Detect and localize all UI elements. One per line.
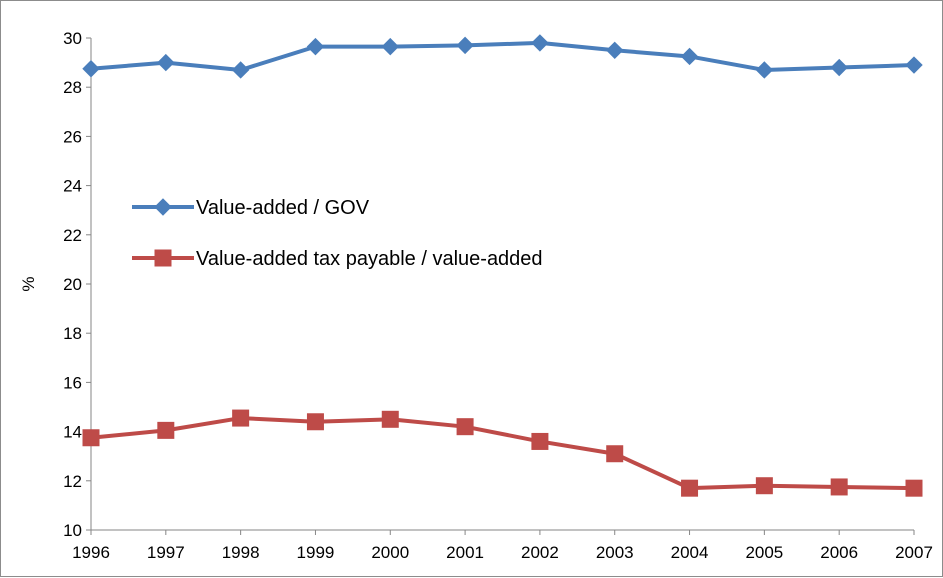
x-tick-label: 1997	[147, 543, 185, 562]
square-marker	[905, 479, 923, 497]
diamond-marker	[231, 61, 250, 79]
legend-item: Value-added / GOV	[132, 197, 370, 219]
x-tick-labels: 1996 1997 1998 1999 2000 2001 2002 2003 2004 2005…	[72, 530, 933, 562]
x-tick-label: 1996	[72, 543, 110, 562]
square-marker	[681, 479, 699, 497]
square-marker	[755, 477, 773, 495]
diamond-marker	[531, 34, 549, 52]
y-tick-labels: 10 12 14 16 18 20 22 24 26 28 30	[63, 29, 91, 540]
diamond-marker	[157, 53, 175, 72]
y-axis-title: %	[19, 276, 38, 291]
x-tick-label: 2002	[521, 543, 559, 562]
square-marker	[830, 478, 848, 496]
x-tick-label: 1998	[222, 543, 260, 562]
legend: Value-added / GOV Value-added tax payable…	[132, 197, 543, 270]
axes	[90, 38, 914, 531]
x-tick-label: 2000	[371, 543, 409, 562]
square-marker	[531, 432, 549, 450]
y-tick-label: 24	[63, 177, 82, 196]
square-marker	[381, 410, 399, 428]
y-tick-label: 18	[63, 324, 82, 343]
y-tick-label: 10	[63, 521, 82, 540]
diamond-marker	[755, 61, 774, 79]
square-marker	[232, 409, 250, 427]
diamond-marker	[82, 60, 100, 78]
square-marker	[606, 445, 624, 463]
square-marker	[82, 429, 100, 447]
y-tick-label: 26	[63, 127, 82, 146]
diamond-marker	[306, 37, 325, 56]
square-marker	[154, 249, 172, 267]
y-tick-label: 28	[63, 78, 82, 97]
x-tick-label: 2005	[745, 543, 783, 562]
y-tick-label: 22	[63, 226, 82, 245]
square-marker	[157, 421, 175, 439]
legend-label: Value-added / GOV	[196, 197, 370, 219]
y-tick-label: 20	[63, 275, 82, 294]
x-tick-label: 2007	[895, 543, 933, 562]
x-tick-label: 2001	[446, 543, 484, 562]
diamond-marker	[606, 41, 624, 60]
legend-label: Value-added tax payable / value-added	[196, 248, 543, 270]
diamond-marker	[680, 47, 699, 66]
diamond-marker	[456, 36, 474, 55]
legend-item: Value-added tax payable / value-added	[132, 248, 543, 270]
series-line	[90, 416, 915, 491]
series-2	[82, 409, 923, 497]
diamond-marker	[154, 198, 172, 216]
square-marker	[306, 413, 324, 431]
y-tick-label: 12	[63, 472, 82, 491]
y-tick-label: 16	[63, 373, 82, 392]
square-marker	[456, 418, 474, 436]
x-tick-label: 2006	[820, 543, 858, 562]
y-tick-label: 30	[63, 29, 82, 48]
x-tick-label: 2003	[596, 543, 634, 562]
x-tick-label: 1999	[297, 543, 335, 562]
diamond-marker	[830, 58, 848, 77]
series-layer	[82, 34, 923, 497]
diamond-marker	[905, 56, 923, 74]
series-line	[90, 40, 915, 72]
x-tick-label: 2004	[671, 543, 709, 562]
series-1	[82, 34, 923, 79]
diamond-marker	[381, 37, 399, 56]
y-tick-label: 14	[63, 423, 82, 442]
